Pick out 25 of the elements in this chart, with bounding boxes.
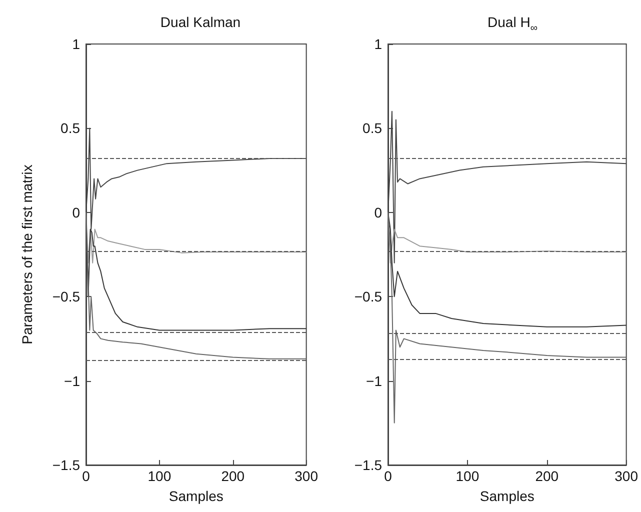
x-tick-label: 200 [221, 468, 245, 484]
y-tick-label: −1.5 [354, 457, 382, 473]
y-tick-label: 0 [374, 204, 382, 220]
chart-title: Dual Kalman [159, 14, 242, 30]
x-tick-label: 300 [294, 468, 318, 484]
chart-title: Dual H$_{∞}$ [486, 14, 538, 34]
y-tick-label: −0.5 [52, 288, 80, 305]
y-axis-title: Parameters of the first matrix [19, 164, 35, 344]
x-tick-label: 0 [82, 468, 90, 484]
y-tick-label: −1 [64, 372, 80, 389]
x-axis-title: Samples [480, 488, 534, 504]
y-tick-label: 1 [72, 36, 80, 52]
x-tick-label: 100 [456, 468, 480, 484]
y-tick-label: −1.5 [52, 457, 80, 473]
y-tick-label: 0.5 [362, 120, 382, 136]
y-tick-label: −1 [366, 372, 382, 389]
y-tick-label: 0.5 [60, 120, 80, 136]
x-axis-title: Samples [168, 488, 224, 504]
x-tick-label: 300 [614, 468, 638, 484]
x-tick-label: 200 [535, 468, 559, 484]
y-tick-label: 0 [72, 204, 80, 220]
y-tick-label: 1 [374, 36, 382, 52]
x-tick-label: 0 [384, 468, 392, 484]
x-tick-label: 100 [148, 468, 172, 484]
y-tick-label: −0.5 [354, 288, 382, 305]
